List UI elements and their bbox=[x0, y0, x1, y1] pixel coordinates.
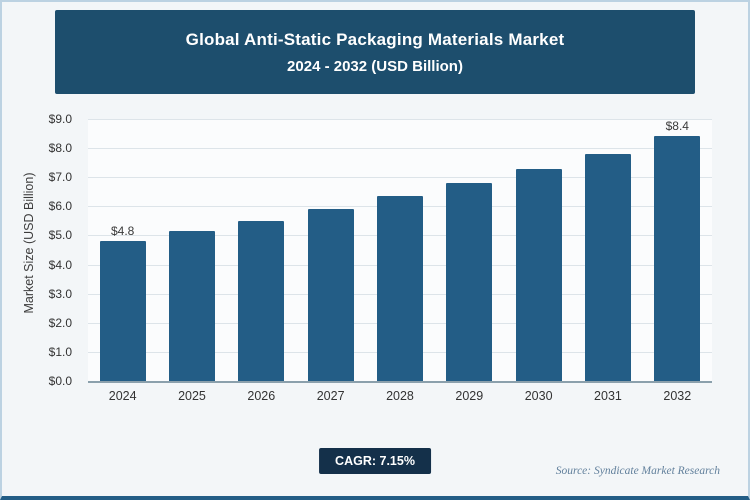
bar-slot bbox=[296, 119, 365, 381]
bar-slot: $4.8 bbox=[88, 119, 157, 381]
y-tick-label: $6.0 bbox=[48, 199, 72, 214]
chart-title-banner: Global Anti-Static Packaging Materials M… bbox=[55, 10, 695, 94]
bar-2025 bbox=[168, 231, 215, 381]
y-axis-ticks: $0.0 $1.0 $2.0 $3.0 $4.0 $5.0 $6.0 $7.0 $8.0 $9.0 bbox=[2, 112, 80, 388]
bar-2028 bbox=[376, 196, 423, 381]
y-tick-label: $2.0 bbox=[48, 315, 72, 330]
y-tick-label: $5.0 bbox=[48, 228, 72, 243]
bar-slot bbox=[157, 119, 226, 381]
plot-area: $4.8 $8.4 bbox=[88, 119, 712, 383]
gridline bbox=[88, 119, 712, 120]
y-tick-label: $7.0 bbox=[48, 170, 72, 185]
bar-2027 bbox=[307, 209, 354, 381]
gridline bbox=[88, 177, 712, 179]
bar-slot bbox=[227, 119, 296, 381]
chart-title-line2: 2024 - 2032 (USD Billion) bbox=[287, 57, 463, 75]
y-tick-label: $0.0 bbox=[48, 374, 72, 388]
x-tick-label: 2027 bbox=[316, 389, 345, 403]
x-tick-label: 2032 bbox=[663, 389, 692, 403]
gridline bbox=[88, 148, 712, 150]
bar-chart: Market Size (USD Billion) $0.0 $1.0 $2.0 $3… bbox=[2, 105, 748, 407]
x-tick-label: 2031 bbox=[594, 389, 622, 403]
x-tick-label: 2025 bbox=[178, 389, 206, 403]
bar-2032 bbox=[654, 136, 701, 381]
bar-value-label: $8.4 bbox=[665, 119, 689, 134]
y-tick-label: $9.0 bbox=[48, 112, 72, 126]
y-tick-label: $1.0 bbox=[48, 344, 72, 359]
x-tick-label: 2030 bbox=[524, 389, 553, 403]
bar-slot bbox=[435, 119, 504, 381]
bar-slot bbox=[365, 119, 434, 381]
bar-slot bbox=[573, 119, 642, 381]
bar-2024 bbox=[99, 241, 146, 381]
x-tick-label: 2024 bbox=[108, 389, 137, 403]
x-tick-label: 2029 bbox=[455, 389, 484, 403]
bar-slot bbox=[504, 119, 573, 381]
bar-2029 bbox=[446, 183, 493, 381]
bars-row: $4.8 $8.4 bbox=[88, 119, 712, 381]
y-tick-label: $4.0 bbox=[48, 257, 72, 272]
source-credit: Source: Syndicate Market Research bbox=[555, 465, 720, 477]
y-tick-label: $8.0 bbox=[48, 141, 72, 156]
bar-2031 bbox=[584, 153, 631, 381]
bar-2026 bbox=[238, 220, 285, 381]
bar-slot: $8.4 bbox=[643, 119, 712, 381]
x-tick-label: 2026 bbox=[247, 389, 276, 403]
chart-title-line1: Global Anti-Static Packaging Materials M… bbox=[185, 29, 565, 49]
bar-2030 bbox=[515, 168, 562, 381]
x-tick-label: 2028 bbox=[386, 389, 414, 403]
cagr-badge: CAGR: 7.15% bbox=[319, 448, 431, 474]
x-axis-labels: 2024 2025 2026 2027 2028 2029 2030 2031 2032 bbox=[88, 389, 712, 403]
y-tick-label: $3.0 bbox=[48, 286, 72, 301]
bar-value-label: $4.8 bbox=[110, 224, 135, 239]
